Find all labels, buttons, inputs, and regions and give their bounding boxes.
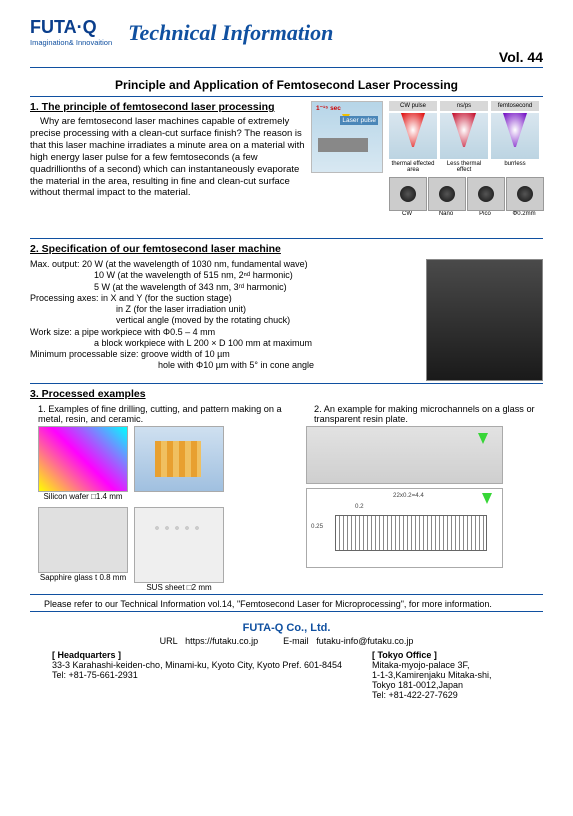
- hq-tel: Tel: +81-75-661-2931: [52, 670, 138, 680]
- microchannel-drawing: 22x0.2=4.4 0.25 0.2: [306, 488, 503, 568]
- silicon-wafer-photo: [38, 426, 128, 492]
- spec-work1: Work size: a pipe workpiece with Φ0.5 – …: [30, 327, 215, 337]
- microchannel-photo: [306, 426, 503, 484]
- cross-section-cw: [389, 113, 437, 159]
- dim-mid: 0.2: [355, 503, 364, 510]
- green-arrow-icon: [482, 493, 492, 504]
- col-femto: femtosecond: [491, 101, 539, 111]
- section1-body: Why are femtosecond laser machines capab…: [30, 116, 305, 199]
- tokyo-addr: Mitaka-myojo-palace 3F, 1-1-3,Kamirenjak…: [372, 660, 492, 690]
- hole-size-label: Φ0.2mm: [506, 211, 542, 217]
- tokyo-block: [ Tokyo Office ] Mitaka-myojo-palace 3F,…: [372, 650, 492, 700]
- volume-number: Vol. 44: [30, 49, 543, 65]
- company-name: FUTA-Q Co., Ltd.: [30, 622, 543, 634]
- contact-block: [ Headquarters ] 33-3 Karahashi-keiden-c…: [30, 650, 543, 700]
- page: FUTA·Q Imagination& Innovaition Technica…: [0, 0, 573, 724]
- hole-femto: [506, 177, 544, 211]
- examples-right-head: 2. An example for making microchannels o…: [314, 404, 543, 424]
- spec-maxout: Max. output: 20 W (at the wavelength of …: [30, 259, 308, 269]
- laser-pulse-panel: 1⁻¹⁵ sec Laser pulse: [311, 101, 383, 173]
- hole-nano: [428, 177, 466, 211]
- divider: [30, 67, 543, 68]
- thermal-area-label: thermal effected area: [389, 161, 437, 173]
- sapphire-glass-photo: [38, 507, 128, 573]
- hq-addr: 33-3 Karahashi-keiden-cho, Minami-ku, Ky…: [52, 660, 342, 670]
- hole-pico-label: Pico: [467, 211, 503, 217]
- spec-work2: a block workpiece with L 200 × D 100 mm …: [30, 338, 418, 349]
- spec-min1: Minimum processable size: groove width o…: [30, 349, 230, 359]
- spec-text: Max. output: 20 W (at the wavelength of …: [30, 259, 418, 381]
- email-value: futaku-info@futaku.co.jp: [316, 636, 413, 646]
- spec-axes3: vertical angle (moved by the rotating ch…: [30, 315, 418, 326]
- doc-series-title: Technical Information: [128, 20, 333, 45]
- hole-cw-label: CW: [389, 211, 425, 217]
- url-label: URL: [160, 636, 178, 646]
- pulse-comparison: CW pulse ns/ps femtosecond thermal effec…: [389, 101, 543, 217]
- logo: FUTA·Q Imagination& Innovaition: [30, 18, 112, 47]
- green-arrow-icon: [478, 433, 488, 444]
- email-label: E-mail: [283, 636, 309, 646]
- section1-heading: 1. The principle of femtosecond laser pr…: [30, 101, 305, 114]
- col-cw: CW pulse: [389, 101, 437, 111]
- less-thermal-label: Less thermal effect: [440, 161, 488, 173]
- cross-section-nsps: [440, 113, 488, 159]
- tokyo-head: [ Tokyo Office ]: [372, 650, 437, 660]
- sus-caption: SUS sheet □2 mm: [146, 583, 211, 592]
- cross-section-femto: [491, 113, 539, 159]
- hole-pico: [467, 177, 505, 211]
- logo-tagline: Imagination& Innovaition: [30, 38, 112, 47]
- url-value: https://futaku.co.jp: [185, 636, 258, 646]
- pulse-time-label: 1⁻¹⁵ sec: [316, 104, 341, 112]
- hq-head: [ Headquarters ]: [52, 650, 121, 660]
- array-pattern-photo: [134, 426, 224, 492]
- laser-pulse-label: Laser pulse: [340, 116, 378, 125]
- col-nsps: ns/ps: [440, 101, 488, 111]
- spec-out3: 5 W (at the wavelength of 343 nm, 3ʳᵈ ha…: [30, 282, 418, 293]
- dim-top: 22x0.2=4.4: [393, 492, 424, 499]
- divider: [30, 96, 543, 97]
- examples-left-head: 1. Examples of fine drilling, cutting, a…: [38, 404, 300, 424]
- material-slab: [318, 138, 368, 152]
- divider: [30, 611, 543, 612]
- dim-left: 0.25: [311, 523, 323, 530]
- section-principle: 1. The principle of femtosecond laser pr…: [30, 101, 543, 236]
- page-title: Principle and Application of Femtosecond…: [30, 78, 543, 92]
- divider: [30, 594, 543, 595]
- sapphire-caption: Sapphire glass t 0.8 mm: [40, 573, 126, 582]
- sus-sheet-photo: [134, 507, 224, 583]
- examples-row: 1. Examples of fine drilling, cutting, a…: [30, 402, 543, 592]
- examples-right: 2. An example for making microchannels o…: [306, 402, 543, 592]
- hole-cw: [389, 177, 427, 211]
- divider: [30, 383, 543, 384]
- hole-nano-label: Nano: [428, 211, 464, 217]
- hq-block: [ Headquarters ] 33-3 Karahashi-keiden-c…: [52, 650, 342, 700]
- principle-diagram: 1⁻¹⁵ sec Laser pulse CW pulse ns/ps femt…: [311, 101, 543, 236]
- section3-heading: 3. Processed examples: [30, 388, 543, 400]
- machine-photo: [426, 259, 543, 381]
- drawing-grid: [335, 515, 487, 551]
- divider: [30, 238, 543, 239]
- examples-left: 1. Examples of fine drilling, cutting, a…: [30, 402, 300, 592]
- logo-mark: FUTA·Q: [30, 18, 97, 36]
- silicon-wafer-caption: Silicon wafer □1.4 mm: [43, 492, 122, 501]
- spec-out2: 10 W (at the wavelength of 515 nm, 2ⁿᵈ h…: [30, 270, 418, 281]
- header: FUTA·Q Imagination& Innovaition Technica…: [30, 18, 543, 47]
- spec-axes: Processing axes: in X and Y (for the suc…: [30, 293, 232, 303]
- footer-note: Please refer to our Technical Informatio…: [44, 599, 529, 609]
- burrless-label: burrless: [491, 161, 539, 173]
- url-row: URL https://futaku.co.jp E-mail futaku-i…: [30, 636, 543, 646]
- spec-block: Max. output: 20 W (at the wavelength of …: [30, 259, 543, 381]
- spec-min2: hole with Φ10 µm with 5° in cone angle: [30, 360, 418, 371]
- tokyo-tel: Tel: +81-422-27-7629: [372, 690, 458, 700]
- spec-axes2: in Z (for the laser irradiation unit): [30, 304, 418, 315]
- section2-heading: 2. Specification of our femtosecond lase…: [30, 243, 543, 255]
